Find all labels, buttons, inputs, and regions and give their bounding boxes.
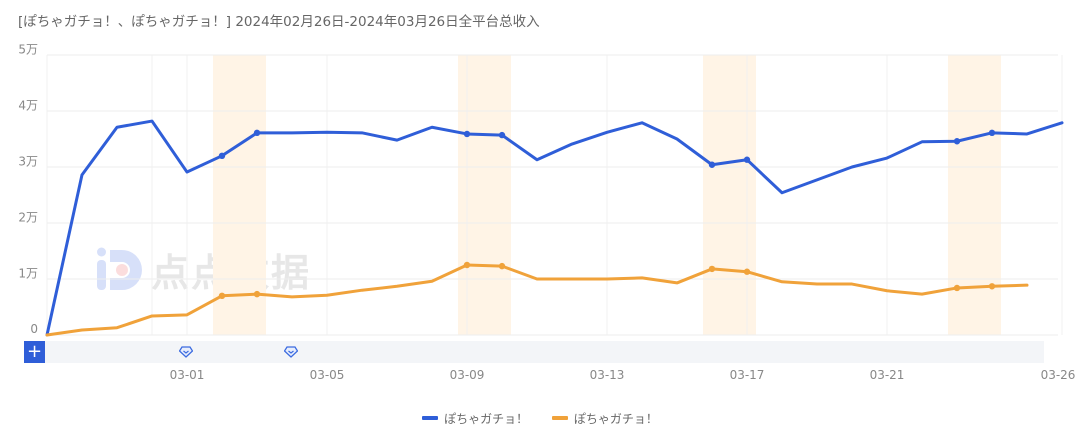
weekend-band xyxy=(703,55,756,335)
data-point[interactable] xyxy=(218,152,226,159)
x-tick-label: 03-05 xyxy=(309,368,345,382)
y-tick-label: 5万 xyxy=(18,42,38,57)
data-point[interactable] xyxy=(953,138,961,145)
data-point[interactable] xyxy=(498,262,506,270)
x-tick-label: 03-21 xyxy=(869,368,905,382)
data-zoom-slider[interactable] xyxy=(24,341,1044,363)
series-line-2[interactable] xyxy=(45,263,1029,337)
x-tick-label: 03-09 xyxy=(449,368,485,382)
weekend-band xyxy=(458,55,511,335)
data-point[interactable] xyxy=(988,283,996,290)
legend-item-series-2[interactable]: ぽちゃガチョ！ xyxy=(551,410,658,427)
zoom-plus-button[interactable]: + xyxy=(24,341,45,363)
x-tick-label: 03-17 xyxy=(729,368,765,382)
data-point[interactable] xyxy=(953,284,961,292)
legend: ぽちゃガチョ！ ぽちゃガチョ！ xyxy=(0,409,1080,427)
data-point[interactable] xyxy=(708,265,716,273)
data-point[interactable] xyxy=(498,131,506,139)
y-tick-label: 2万 xyxy=(18,210,38,225)
x-tick-label: 03-13 xyxy=(589,368,625,382)
chart-title: [ぽちゃガチョ！、ぽちゃガチョ！] 2024年02月26日-2024年03月26… xyxy=(18,14,540,30)
data-point[interactable] xyxy=(463,130,471,138)
data-point[interactable] xyxy=(743,156,751,163)
series-line-1[interactable] xyxy=(45,119,1064,337)
data-point[interactable] xyxy=(743,268,751,275)
data-point[interactable] xyxy=(253,129,261,137)
y-tick-label: 1万 xyxy=(18,266,38,281)
y-tick-label: 0 xyxy=(30,322,38,336)
y-tick-label: 3万 xyxy=(18,154,38,169)
weekend-band xyxy=(948,55,1001,335)
x-tick-label: 03-26 xyxy=(1040,368,1076,382)
data-point[interactable] xyxy=(708,161,716,168)
legend-label: ぽちゃガチョ！ xyxy=(444,411,529,426)
weekend-band xyxy=(213,55,266,335)
y-tick-label: 4万 xyxy=(18,98,38,113)
legend-item-series-1[interactable]: ぽちゃガチョ！ xyxy=(422,410,528,427)
x-tick-label: 03-01 xyxy=(169,368,205,382)
slider-handle-end-icon[interactable] xyxy=(284,346,298,358)
legend-swatch-icon xyxy=(551,416,568,420)
legend-label: ぽちゃガチョ！ xyxy=(573,411,658,426)
legend-swatch-icon xyxy=(422,416,439,420)
slider-handle-start-icon[interactable] xyxy=(179,346,193,358)
data-point[interactable] xyxy=(988,129,996,137)
data-point[interactable] xyxy=(253,290,261,298)
data-point[interactable] xyxy=(218,292,226,299)
data-point[interactable] xyxy=(463,261,471,269)
